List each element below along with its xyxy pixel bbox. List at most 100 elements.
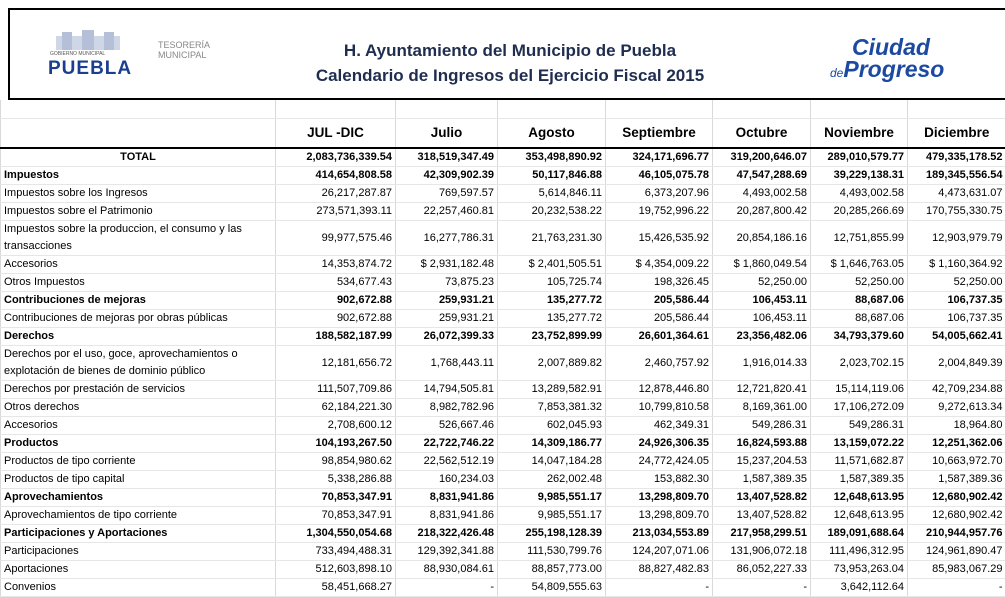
amount-cell: 131,906,072.18: [713, 543, 811, 561]
column-header: JUL -DIC: [276, 119, 396, 149]
amount-cell: 2,083,736,339.54: [276, 148, 396, 167]
amount-cell: 12,680,902.42: [908, 507, 1005, 525]
amount-cell: 111,507,709.86: [276, 381, 396, 399]
amount-cell: 106,453.11: [713, 292, 811, 310]
amount-cell: 124,961,890.47: [908, 543, 1005, 561]
amount-cell: 86,052,227.33: [713, 561, 811, 579]
amount-cell: 1,304,550,054.68: [276, 525, 396, 543]
logo-line1: Ciudad: [830, 36, 980, 58]
amount-cell: 8,831,941.86: [396, 507, 498, 525]
data-row: Derechos por el uso, goce, aprovechamien…: [1, 346, 1005, 381]
amount-cell: 255,198,128.39: [498, 525, 606, 543]
amount-cell: 13,159,072.22: [811, 435, 908, 453]
row-label: Impuestos sobre la produccion, el consum…: [1, 221, 276, 256]
amount-cell: 153,882.30: [606, 471, 713, 489]
amount-cell: 24,772,424.05: [606, 453, 713, 471]
row-label: Otros Impuestos: [1, 274, 276, 292]
amount-cell: 70,853,347.91: [276, 489, 396, 507]
amount-cell: 135,277.72: [498, 310, 606, 328]
column-header: Agosto: [498, 119, 606, 149]
amount-cell: 22,562,512.19: [396, 453, 498, 471]
amount-cell: $ 1,160,364.92: [908, 256, 1005, 274]
amount-cell: 4,473,631.07: [908, 185, 1005, 203]
amount-cell: 19,752,996.22: [606, 203, 713, 221]
column-header: Diciembre: [908, 119, 1005, 149]
column-header: Octubre: [713, 119, 811, 149]
amount-cell: 210,944,957.76: [908, 525, 1005, 543]
amount-cell: 10,663,972.70: [908, 453, 1005, 471]
amount-cell: $ 2,401,505.51: [498, 256, 606, 274]
row-label: Impuestos sobre los Ingresos: [1, 185, 276, 203]
amount-cell: 217,958,299.51: [713, 525, 811, 543]
amount-cell: 52,250.00: [908, 274, 1005, 292]
amount-cell: 319,200,646.07: [713, 148, 811, 167]
amount-cell: 7,853,381.32: [498, 399, 606, 417]
amount-cell: 733,494,488.31: [276, 543, 396, 561]
amount-cell: $ 2,931,182.48: [396, 256, 498, 274]
amount-cell: 135,277.72: [498, 292, 606, 310]
amount-cell: 2,708,600.12: [276, 417, 396, 435]
amount-cell: 42,709,234.88: [908, 381, 1005, 399]
amount-cell: 12,648,613.95: [811, 507, 908, 525]
amount-cell: 9,272,613.34: [908, 399, 1005, 417]
row-label: Accesorios: [1, 417, 276, 435]
amount-cell: 129,392,341.88: [396, 543, 498, 561]
amount-cell: 39,229,138.31: [811, 167, 908, 185]
amount-cell: 324,171,696.77: [606, 148, 713, 167]
amount-cell: 18,964.80: [908, 417, 1005, 435]
blank-cell: [811, 100, 908, 119]
logo-left: GOBIERNO MUNICIPAL PUEBLA TESORERÍA MUNI…: [48, 30, 218, 80]
amount-cell: 259,931.21: [396, 292, 498, 310]
amount-cell: 99,977,575.46: [276, 221, 396, 256]
amount-cell: $ 1,646,763.05: [811, 256, 908, 274]
amount-cell: 14,047,184.28: [498, 453, 606, 471]
amount-cell: 353,498,890.92: [498, 148, 606, 167]
amount-cell: 8,831,941.86: [396, 489, 498, 507]
amount-cell: 11,571,682.87: [811, 453, 908, 471]
amount-cell: 124,207,071.06: [606, 543, 713, 561]
amount-cell: 106,453.11: [713, 310, 811, 328]
amount-cell: 54,809,555.63: [498, 579, 606, 597]
amount-cell: 5,614,846.11: [498, 185, 606, 203]
amount-cell: 12,680,902.42: [908, 489, 1005, 507]
logo-line2-wrap: deProgreso: [830, 58, 980, 84]
amount-cell: 602,045.93: [498, 417, 606, 435]
amount-cell: 88,687.06: [811, 292, 908, 310]
amount-cell: 52,250.00: [811, 274, 908, 292]
amount-cell: 24,926,306.35: [606, 435, 713, 453]
row-label: Convenios: [1, 579, 276, 597]
amount-cell: 189,345,556.54: [908, 167, 1005, 185]
amount-cell: 14,794,505.81: [396, 381, 498, 399]
amount-cell: 4,493,002.58: [811, 185, 908, 203]
amount-cell: 85,983,067.29: [908, 561, 1005, 579]
amount-cell: -: [396, 579, 498, 597]
column-header: Noviembre: [811, 119, 908, 149]
amount-cell: -: [606, 579, 713, 597]
amount-cell: 47,547,288.69: [713, 167, 811, 185]
amount-cell: 1,768,443.11: [396, 346, 498, 381]
amount-cell: 20,287,800.42: [713, 203, 811, 221]
logo-right: Ciudad deProgreso: [830, 36, 980, 84]
amount-cell: 23,752,899.99: [498, 328, 606, 346]
amount-cell: 42,309,902.39: [396, 167, 498, 185]
amount-cell: 526,667.46: [396, 417, 498, 435]
amount-cell: 218,322,426.48: [396, 525, 498, 543]
amount-cell: 58,451,668.27: [276, 579, 396, 597]
amount-cell: 549,286.31: [811, 417, 908, 435]
amount-cell: 2,460,757.92: [606, 346, 713, 381]
row-label: Otros derechos: [1, 399, 276, 417]
amount-cell: 14,309,186.77: [498, 435, 606, 453]
column-header: Julio: [396, 119, 498, 149]
amount-cell: 273,571,393.11: [276, 203, 396, 221]
amount-cell: 213,034,553.89: [606, 525, 713, 543]
amount-cell: 479,335,178.52: [908, 148, 1005, 167]
amount-cell: 16,824,593.88: [713, 435, 811, 453]
